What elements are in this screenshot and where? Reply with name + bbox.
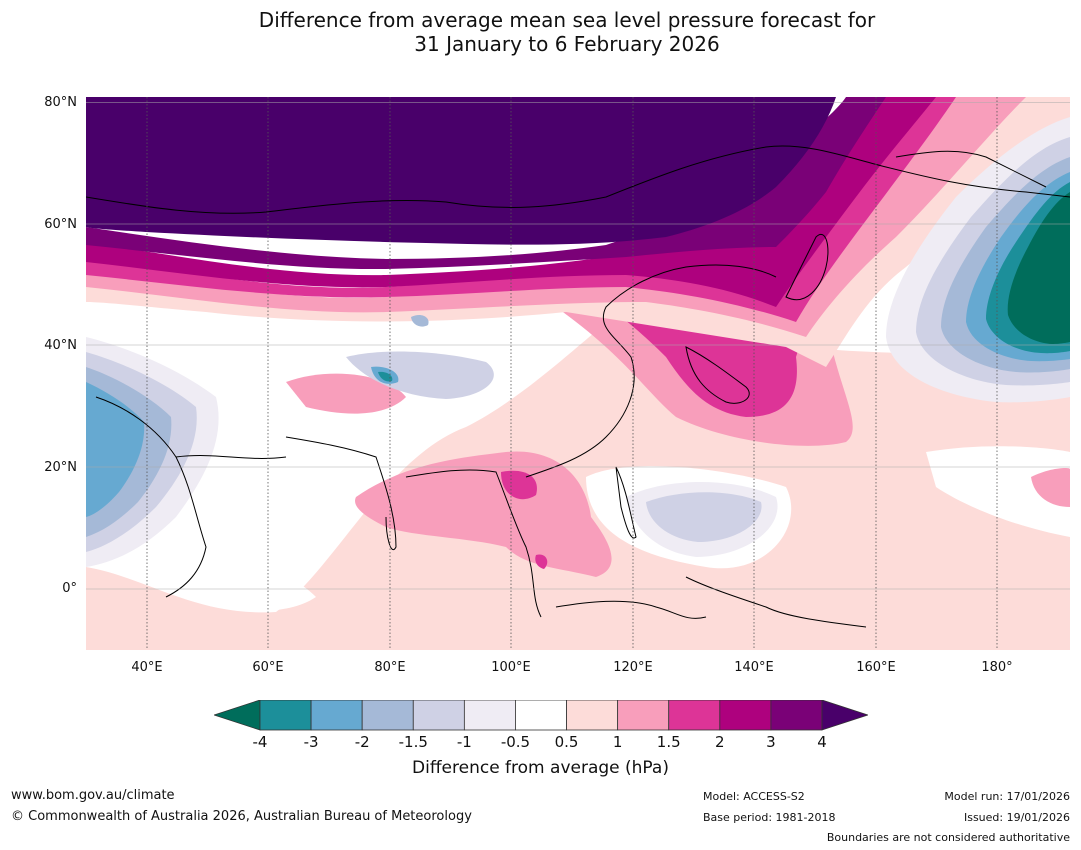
issued-date: Issued: 19/01/2026 — [963, 811, 1070, 824]
colorbar-segment — [310, 700, 363, 731]
model-run: Model run: 17/01/2026 — [944, 790, 1070, 803]
colorbar-segment — [770, 700, 823, 731]
colorbar-segment — [463, 700, 516, 731]
colorbar-segment — [617, 700, 670, 731]
colorbar-segment — [566, 700, 619, 731]
colorbar-tick-label: 0.5 — [554, 733, 579, 751]
anomaly-region-indochina — [355, 451, 612, 577]
map-title-line1: Difference from average mean sea level p… — [258, 8, 876, 32]
colorbar-segment — [515, 700, 567, 731]
colorbar-tick-label: 1.5 — [656, 733, 681, 751]
colorbar-tick-label: -4 — [252, 733, 268, 751]
anomaly-core-siberia — [86, 97, 836, 245]
colorbar-arrow-high — [821, 700, 868, 731]
model-name: Model: ACCESS-S2 — [703, 790, 805, 803]
colorbar-arrow-low — [214, 700, 261, 731]
anomaly-core-north-pacific — [1007, 192, 1070, 344]
base-period: Base period: 1981-2018 — [703, 811, 836, 824]
website-link[interactable]: www.bom.gov.au/climate — [11, 788, 175, 803]
lon-label-180: 180° — [981, 660, 1013, 675]
lat-label-80n: 80°N — [44, 95, 77, 110]
pressure-anomaly-map — [86, 97, 1070, 650]
lat-label-0: 0° — [62, 581, 77, 596]
lat-label-60n: 60°N — [44, 217, 77, 232]
colorbar-segment — [259, 700, 312, 731]
colorbar-tick-label: -1 — [456, 733, 472, 751]
lon-label-160e: 160°E — [856, 660, 896, 675]
lon-label-80e: 80°E — [374, 660, 406, 675]
colorbar-tick-label: 1 — [612, 733, 623, 751]
lat-gridlines — [86, 102, 1070, 590]
colorbar-tick-label: -0.5 — [500, 733, 531, 751]
colorbar-segment — [412, 700, 465, 731]
colorbar-tick-label: 4 — [817, 733, 827, 751]
map-title: Difference from average mean sea level p… — [0, 8, 1081, 56]
copyright-text: © Commonwealth of Australia 2026, Austra… — [11, 809, 472, 824]
colorbar-tick-label: -2 — [354, 733, 370, 751]
colorbar-tick-label: 2 — [715, 733, 725, 751]
lon-label-140e: 140°E — [734, 660, 774, 675]
colorbar-segment — [361, 700, 414, 731]
map-title-line2: 31 January to 6 February 2026 — [414, 32, 720, 56]
colorbar-tick-label: -1.5 — [398, 733, 428, 751]
lon-gridlines — [146, 97, 998, 650]
lon-label-60e: 60°E — [252, 660, 284, 675]
colorbar-label: Difference from average (hPa) — [412, 758, 669, 778]
lat-label-20n: 20°N — [44, 460, 77, 475]
colorbar-tick-label: -3 — [303, 733, 319, 751]
boundaries-disclaimer: Boundaries are not considered authoritat… — [826, 831, 1070, 844]
lon-label-40e: 40°E — [131, 660, 163, 675]
lon-label-100e: 100°E — [491, 660, 531, 675]
colorbar-segment — [668, 700, 721, 731]
lat-label-40n: 40°N — [44, 338, 77, 353]
lon-label-120e: 120°E — [613, 660, 653, 675]
colorbar-segment — [719, 700, 772, 731]
colorbar-tick-label: 3 — [766, 733, 776, 751]
anomaly-core-thailand — [501, 470, 537, 500]
colorbar — [214, 700, 868, 731]
